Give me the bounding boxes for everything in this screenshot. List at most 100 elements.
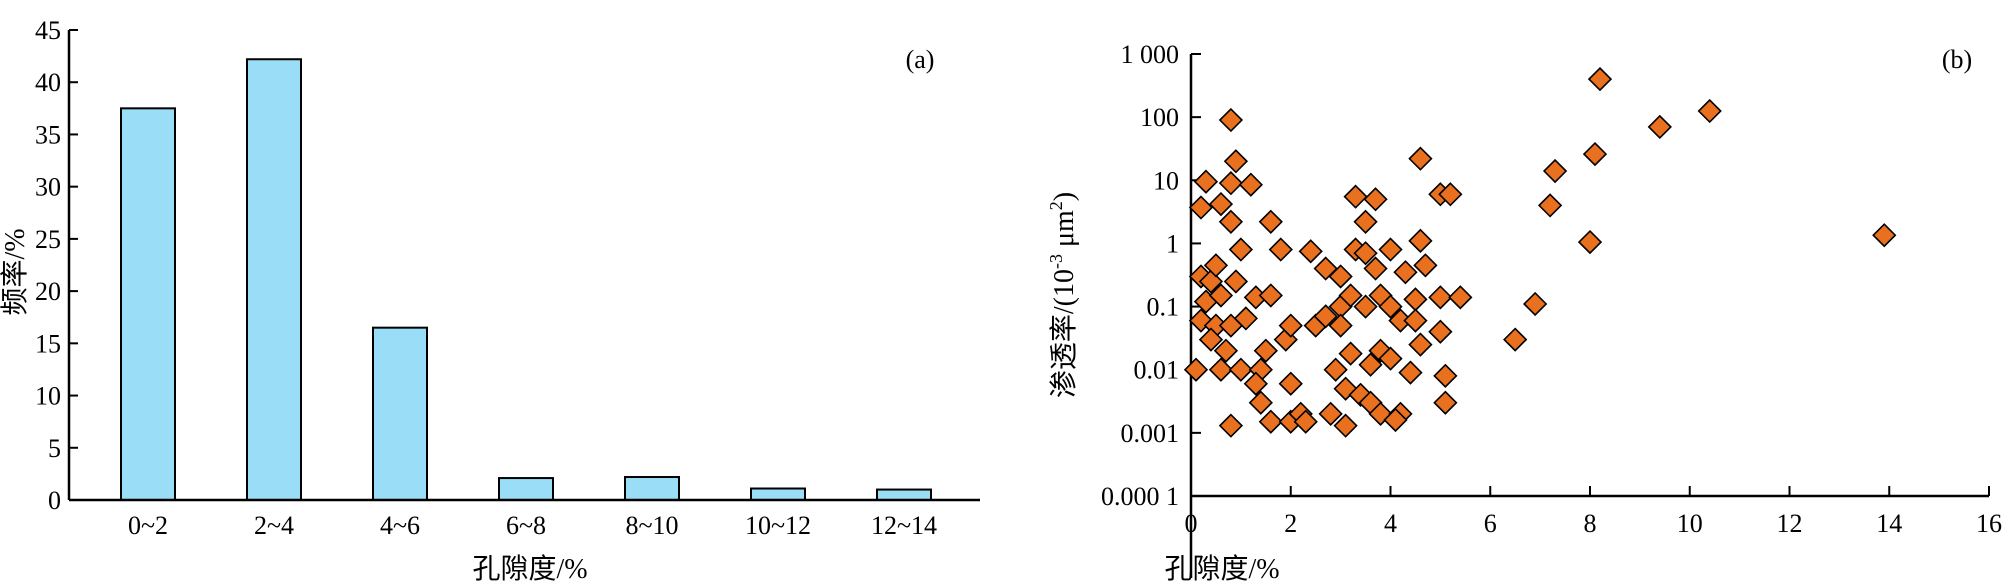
panel-b-y-tick-label: 1: [1166, 229, 1179, 258]
panel-b-scatter-point: [1378, 294, 1403, 319]
panel-b-scatter-point: [1697, 98, 1722, 124]
panel-b-scatter-point: [1577, 229, 1603, 255]
panel-b-y-axis-title-exp: -3: [1046, 254, 1066, 269]
panel-b-scatter-point: [1293, 409, 1318, 434]
panel-b-scatter-point: [1368, 338, 1393, 363]
panel-b-y-axis-title: 渗透率/(10-3 μm2): [1046, 192, 1080, 398]
panel-b-scatter-point: [1383, 407, 1408, 433]
panel-b-scatter-point: [1438, 182, 1463, 207]
panel-b-scatter-point: [1258, 283, 1283, 308]
panel-b-scatter-point: [1218, 413, 1244, 438]
panel-b-scatter-point: [1428, 285, 1453, 310]
panel-b-scatter-point: [1338, 283, 1363, 308]
panel-b-scatter-point: [1353, 241, 1378, 266]
panel-a-bar: [750, 487, 806, 501]
panel-b-scatter-point: [1448, 285, 1473, 310]
panel-b-scatter-point: [1368, 401, 1393, 426]
panel-b-scatter-point: [1503, 327, 1528, 352]
panel-b-scatter-point: [1268, 237, 1293, 262]
panel-b-scatter-point: [1298, 239, 1323, 264]
panel-b-scatter-point: [1537, 193, 1563, 218]
panel-b-scatter-point: [1208, 357, 1234, 382]
panel-b-y-axis-title-main: 渗透率/(10: [1048, 269, 1080, 398]
panel-b-scatter-point: [1233, 306, 1258, 331]
panel-b-scatter-point: [1428, 319, 1453, 344]
panel-a-x-tick-label: 2~4: [254, 511, 294, 540]
panel-a-x-tick-label: 4~6: [380, 511, 420, 540]
panel-b-scatter-point: [1378, 237, 1403, 262]
panel-b-y-axis-title-close: ): [1049, 192, 1080, 201]
panel-b-y-tick-label: 0.000 1: [1101, 482, 1179, 511]
panel-b-y-axis-title-unit: μm: [1049, 210, 1080, 254]
panel-b-scatter-point: [1228, 357, 1254, 382]
panel-b-x-tick-label: 0: [1185, 509, 1198, 538]
panel-b-x-tick-label: 14: [1876, 509, 1902, 538]
panel-b-scatter-point: [1338, 341, 1363, 366]
panel-a-y-tick-label: 20: [35, 277, 61, 306]
panel-b-scatter-point: [1587, 66, 1613, 92]
panel-b-x-tick-label: 12: [1777, 509, 1803, 538]
panel-b-y-tick-label: 100: [1140, 103, 1179, 132]
panel-a-label: (a): [906, 45, 935, 74]
panel-b-scatter-point: [1188, 195, 1214, 220]
panel-b-y-tick-label: 10: [1153, 166, 1179, 195]
panel-b-scatter-point: [1258, 409, 1283, 434]
panel-b-y-tick-label: 1 000: [1121, 40, 1180, 69]
panel-b-scatter-point: [1313, 304, 1338, 329]
panel-b-scatter-point: [1363, 187, 1388, 212]
panel-a-y-tick-label: 35: [35, 120, 61, 149]
panel-a-y-tick-label: 30: [35, 173, 61, 202]
panel-b-scatter-point: [1353, 209, 1378, 234]
panel-b-y-axis-title-unit-exp: 2: [1046, 201, 1066, 210]
panel-b-scatter-point: [1358, 352, 1383, 377]
panel-b-scatter-point: [1413, 253, 1438, 278]
panel-b-scatter-point: [1333, 413, 1358, 438]
panel-b-scatter-point: [1323, 357, 1348, 382]
panel-b-scatter-point: [1353, 294, 1378, 319]
panel-b-x-axis-title: 孔隙度/%: [1164, 553, 1279, 585]
panel-a-y-tick-label: 25: [35, 225, 61, 254]
panel-b-scatter-point: [1523, 291, 1548, 317]
panel-b-scatter-point: [1183, 357, 1209, 382]
panel-a-y-tick-label: 40: [35, 68, 61, 97]
panel-b-scatter-point: [1223, 149, 1249, 174]
panel-b-scatter-point: [1278, 371, 1303, 396]
panel-b-scatter-point: [1408, 146, 1433, 171]
panel-a-y-tick-label: 10: [35, 382, 61, 411]
panel-b-scatter-point: [1213, 338, 1239, 363]
panel-b-scatter-point: [1398, 360, 1423, 385]
panel-b-scatter-point: [1403, 308, 1428, 333]
panel-b-scatter-point: [1193, 169, 1219, 194]
panel-b-x-tick-label: 4: [1384, 509, 1397, 538]
panel-b-scatter-point: [1378, 346, 1403, 371]
panel-a-bar: [876, 488, 932, 501]
panel-b-scatter-point: [1542, 158, 1568, 184]
panel-a-y-tick-label: 15: [35, 329, 61, 358]
panel-a-bar: [120, 107, 176, 501]
panel-a-bar: [624, 476, 680, 501]
panel-a-x-tick-label: 10~12: [745, 511, 811, 540]
panel-b-scatter-point: [1408, 332, 1433, 357]
panel-a-x-tick-label: 6~8: [506, 511, 546, 540]
panel-b-scatter-point: [1218, 209, 1244, 234]
panel-b-scatter-point: [1433, 363, 1458, 388]
panel-a-x-tick-label: 12~14: [871, 511, 937, 540]
panel-b-x-tick-label: 6: [1484, 509, 1497, 538]
panel-b-y-tick-label: 0.001: [1121, 419, 1180, 448]
panel-a-x-tick-label: 8~10: [625, 511, 678, 540]
panel-b-scatter-point: [1198, 269, 1224, 294]
panel-b-scatter-point: [1343, 184, 1368, 209]
panel-a-y-tick-label: 0: [48, 486, 61, 515]
panel-b-scatter-point: [1328, 313, 1353, 338]
panel-b-x-tick-label: 8: [1584, 509, 1597, 538]
panel-b-scatter-point: [1218, 107, 1244, 133]
panel-b-scatter-point: [1223, 269, 1249, 294]
panel-b-scatter-point: [1248, 390, 1273, 415]
panel-b-scatter-chart: 0.000 1 0.001 0.01 0.1 1 10 100 1 000 0 2 4 6 8 10 12…: [1046, 40, 2002, 585]
panel-a-bar: [498, 477, 554, 502]
panel-b-scatter-point: [1208, 283, 1234, 308]
panel-a-y-tick-label: 45: [35, 16, 61, 45]
panel-b-scatter-point: [1872, 223, 1897, 248]
